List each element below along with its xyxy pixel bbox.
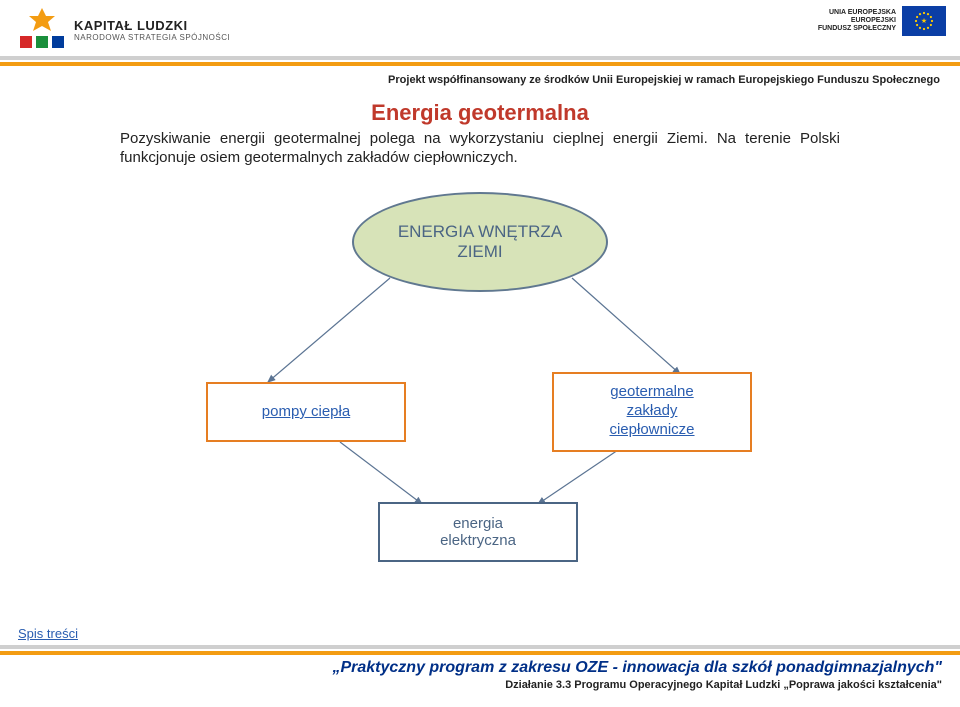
logo-left-line2: NARODOWA STRATEGIA SPÓJNOŚCI [74,33,230,42]
box-right-line3[interactable]: ciepłownicze [609,421,694,438]
logo-kapital-ludzki: KAPITAŁ LUDZKI NARODOWA STRATEGIA SPÓJNO… [18,8,230,52]
logo-right-line3: FUNDUSZ SPOŁECZNY [818,25,896,33]
header-subtitle: Projekt współfinansowany ze środków Unii… [388,74,940,86]
eu-flag-icon [902,6,946,36]
logo-right-line2: EUROPEJSKI [818,17,896,25]
footer: „Praktyczny program z zakresu OZE - inno… [0,645,960,707]
box-right-line2[interactable]: zakłady [627,402,678,419]
kapital-ludzki-icon [18,8,66,52]
diagram: ENERGIA WNĘTRZA ZIEMI pompy ciepła geote… [120,192,840,562]
node-box-geothermal-plants[interactable]: geotermalne zakłady ciepłownicze [552,372,752,452]
logo-right-line1: UNIA EUROPEJSKA [818,9,896,17]
footer-subtitle: Działanie 3.3 Programu Operacyjnego Kapi… [332,679,942,691]
logo-left-line1: KAPITAŁ LUDZKI [74,18,230,33]
logo-eu: UNIA EUROPEJSKA EUROPEJSKI FUNDUSZ SPOŁE… [818,6,946,36]
intro-paragraph: Pozyskiwanie energii geotermalnej polega… [120,130,840,168]
page-title: Energia geotermalna [0,100,960,126]
header: KAPITAŁ LUDZKI NARODOWA STRATEGIA SPÓJNO… [0,0,960,90]
toc-link[interactable]: Spis treści [18,626,78,641]
node-box-electric-energy: energia elektryczna [378,502,578,562]
header-divider [0,56,960,70]
node-box-heat-pumps[interactable]: pompy ciepła [206,382,406,442]
box-bottom-line2: elektryczna [440,532,516,549]
ellipse-label-line1: ENERGIA WNĘTRZA [398,222,562,241]
footer-divider [0,645,960,655]
content: Energia geotermalna Pozyskiwanie energii… [0,100,960,620]
box-bottom-line1: energia [453,515,503,532]
box-right-line1[interactable]: geotermalne [610,383,693,400]
node-ellipse-energy-interior: ENERGIA WNĘTRZA ZIEMI [352,192,608,292]
box-left-label[interactable]: pompy ciepła [262,403,350,420]
footer-title: „Praktyczny program z zakresu OZE - inno… [332,659,942,677]
ellipse-label-line2: ZIEMI [457,242,502,261]
